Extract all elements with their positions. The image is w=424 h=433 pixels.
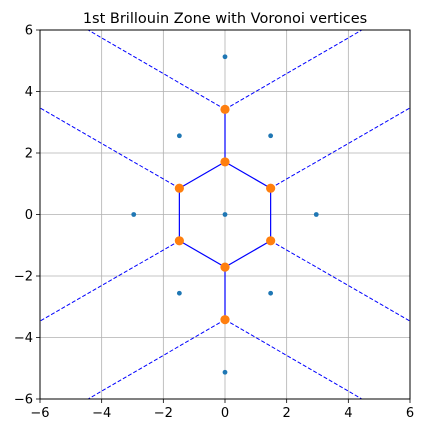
x-tick-label: −4: [92, 406, 111, 421]
voronoi-vertex: [220, 104, 230, 114]
x-tick-label: 6: [406, 406, 414, 421]
voronoi-edge-dashed: [270, 240, 411, 322]
voronoi-edge-dashed: [224, 29, 363, 110]
x-tick-label: −6: [30, 406, 49, 421]
voronoi-edge-dashed: [224, 319, 363, 400]
lattice-point: [268, 133, 274, 139]
voronoi-edge-dashed: [87, 29, 226, 110]
x-tick-label: 4: [344, 406, 352, 421]
y-tick-label: −6: [14, 393, 33, 408]
voronoi-vertex: [174, 236, 184, 246]
voronoi-vertex: [266, 236, 276, 246]
chart-title: 1st Brillouin Zone with Voronoi vertices: [83, 11, 367, 27]
voronoi-vertices: [174, 104, 276, 325]
axis-ticks: −6 −4 −2 0 2 4 6 −6 −4 −2 0 2 4 6: [14, 24, 414, 422]
zone-boundary-edge: [179, 240, 226, 268]
y-tick-label: 0: [25, 208, 33, 223]
x-tick-label: −2: [154, 406, 173, 421]
y-tick-label: 2: [25, 147, 33, 162]
zone-boundary-edge: [224, 161, 271, 189]
voronoi-edge-dashed: [87, 319, 226, 400]
voronoi-vertex: [174, 183, 184, 193]
voronoi-edge-dashed: [39, 107, 180, 189]
lattice-points: [131, 54, 319, 375]
voronoi-edge-dashed: [270, 107, 411, 189]
y-tick-label: 6: [25, 24, 33, 39]
voronoi-vertex: [220, 157, 230, 167]
voronoi-edge-dashed: [39, 240, 180, 322]
lattice-point: [222, 212, 228, 217]
lattice-point: [176, 133, 182, 139]
lattice-point: [222, 369, 228, 375]
y-tick-label: −4: [14, 331, 33, 346]
x-tick-label: 0: [221, 406, 229, 421]
y-tick-label: 4: [25, 85, 33, 100]
voronoi-vertex: [220, 262, 230, 272]
zone-boundary-edge: [179, 161, 226, 189]
voronoi-vertex: [266, 183, 276, 193]
lattice-point: [222, 54, 228, 60]
voronoi-vertex: [220, 315, 230, 325]
voronoi-edges: [39, 29, 411, 400]
lattice-point: [131, 212, 137, 217]
y-tick-label: −2: [14, 270, 33, 285]
zone-boundary-edge: [224, 240, 271, 268]
lattice-point: [313, 212, 319, 217]
x-tick-label: 2: [283, 406, 291, 421]
lattice-point: [268, 290, 274, 296]
lattice-point: [176, 290, 182, 296]
